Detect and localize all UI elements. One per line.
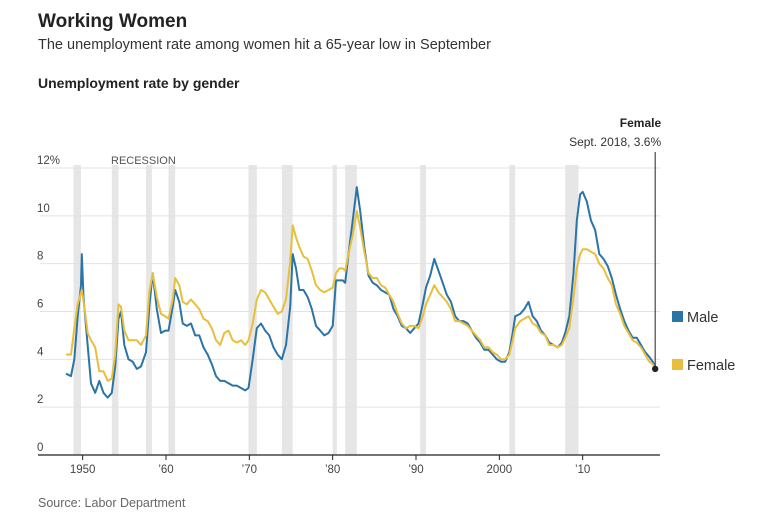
y-tick-label: 10 — [37, 203, 50, 215]
x-axis: 1950 ’60 ’70 ’80 ’90 2000 ’10 — [38, 454, 660, 476]
legend-swatch-male — [672, 311, 683, 322]
recession-band — [248, 165, 257, 455]
annotation-marker — [651, 365, 659, 373]
recession-band — [111, 165, 119, 455]
source-note: Source: Labor Department — [38, 496, 186, 510]
legend-label-male: Male — [687, 310, 718, 326]
y-tick-label: 2 — [37, 394, 43, 406]
y-tick-label: 8 — [37, 251, 43, 263]
x-tick-label: ’60 — [158, 464, 173, 476]
recession-band — [281, 165, 293, 455]
x-tick-label: ’10 — [575, 464, 590, 476]
recession-band — [509, 165, 516, 455]
y-tick-label: 6 — [37, 299, 43, 311]
recession-band — [420, 165, 426, 455]
x-tick-label: 2000 — [487, 464, 513, 476]
chart-subtitle: The unemployment rate among women hit a … — [38, 37, 491, 53]
chart-heading: Unemployment rate by gender — [38, 75, 240, 91]
legend: Male Female — [672, 310, 735, 374]
x-tick-label: ’80 — [325, 464, 340, 476]
series-line-female — [66, 210, 657, 382]
y-tick-label: 0 — [37, 442, 43, 454]
y-tick-label: 4 — [37, 346, 44, 358]
latest-value-annotation: Female Sept. 2018, 3.6% — [569, 116, 662, 373]
legend-swatch-female — [672, 359, 683, 370]
y-tick-label: 12% — [37, 155, 60, 167]
x-tick-label: ’70 — [242, 464, 257, 476]
annotation-text: Sept. 2018, 3.6% — [569, 135, 661, 149]
recession-label: RECESSION — [111, 155, 176, 167]
x-tick-label: 1950 — [70, 464, 96, 476]
legend-label-female: Female — [687, 358, 735, 374]
recession-band — [345, 165, 357, 455]
series-lines — [65, 186, 657, 399]
y-axis-ticks: 0 2 4 6 8 10 12% — [37, 155, 60, 454]
annotation-title: Female — [620, 116, 662, 130]
chart-title-main: Working Women — [38, 11, 188, 32]
x-tick-label: ’90 — [408, 464, 423, 476]
